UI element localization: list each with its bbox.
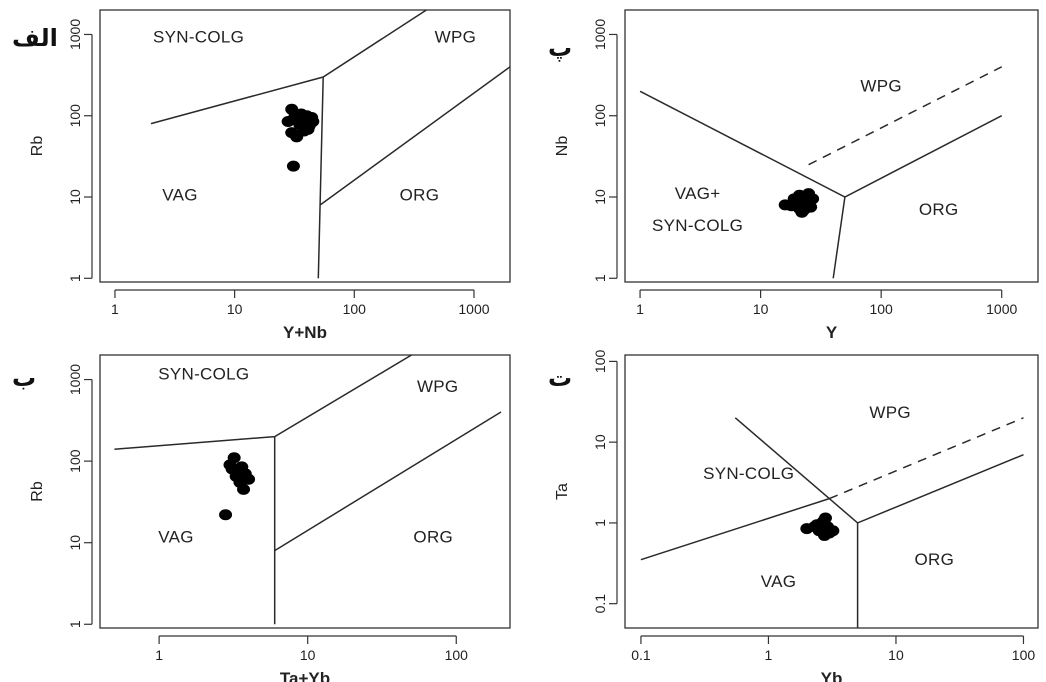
x-axis-title: Yb [821,669,843,682]
region-label: ORG [413,528,453,547]
x-tick-label: 10 [888,647,904,663]
boundary-line [274,411,502,552]
region-label: SYN-COLG [703,464,794,483]
y-tick-label: 1000 [67,364,83,395]
x-tick-label: 10 [753,301,769,317]
region-label: WPG [860,76,902,95]
x-axis-title: Ta+Yb [280,669,330,682]
panel-te: ت 0.1 1 10 100 Yb 0.1 1 10 100 Ta WPG SYN-COLG VAG ORG [548,350,1039,682]
boundary-line [317,76,324,279]
sample-point [818,512,832,524]
boundary-line [734,417,830,500]
x-tick-label: 100 [445,647,469,663]
region-label: ORG [400,186,440,205]
boundary-line [640,454,1024,561]
y-tick-label: 1 [67,620,83,628]
panel-label: الف [12,24,58,52]
region-label: VAG [158,528,194,547]
boundary-line [639,90,1003,198]
sample-point [305,112,319,124]
plot-frame [99,9,511,283]
y-tick-label: 100 [592,104,608,128]
y-tick-label: 1000 [67,19,83,50]
plot-frame [624,9,1039,283]
x-tick-label: 1 [111,301,119,317]
panel-pe: پ 1 10 100 1000 Y 1 10 100 1000 Nb WPG VAG+ SYN-COLG O… [548,9,1039,342]
x-axis-title: Y [826,323,838,342]
y-axis-title: Rb [29,481,46,502]
x-tick-label: 1000 [986,301,1017,317]
y-tick-label: 100 [592,350,608,374]
region-label: VAG [162,186,198,205]
region-label: VAG+ [675,184,721,203]
plot-frame [99,354,511,629]
panel-label: ب [12,364,36,392]
sample-point [792,203,806,215]
sample-point [286,160,300,172]
y-tick-label: 10 [592,434,608,450]
x-tick-label: 10 [300,647,316,663]
x-tick-label: 100 [1012,647,1036,663]
x-tick-label: 1 [765,647,773,663]
y-tick-label: 100 [67,449,83,473]
y-tick-label: 10 [67,535,83,551]
dashed-boundary-line [808,66,1003,166]
x-tick-label: 1000 [458,301,489,317]
y-tick-label: 10 [592,189,608,205]
panel-label: ت [548,364,572,392]
dashed-boundary-line [829,417,1024,500]
region-label: SYN-COLG [153,27,244,46]
region-label: ORG [919,200,959,219]
sample-point [225,463,239,475]
region-label: WPG [869,403,911,422]
x-tick-label: 1 [636,301,644,317]
region-label: WPG [417,377,459,396]
y-tick-label: 1 [67,274,83,282]
region-label: ORG [915,550,955,569]
x-tick-label: 10 [227,301,243,317]
x-tick-label: 1 [155,647,163,663]
y-axis-title: Nb [554,136,571,157]
region-label: SYN-COLG [158,365,249,384]
y-tick-label: 100 [67,104,83,128]
y-axis-title: Ta [554,483,571,500]
y-tick-label: 1 [592,274,608,282]
sample-point [799,191,813,203]
y-tick-label: 1 [592,519,608,527]
region-label: SYN-COLG [652,216,743,235]
panel-be: ب 1 10 100 Ta+Yb 1 10 100 1000 Rb SYN-COLG WPG VAG OR… [12,354,511,682]
boundary-line [319,66,510,206]
sample-point [817,529,831,541]
boundary-line [832,196,846,279]
x-tick-label: 100 [343,301,367,317]
sample-point [787,193,801,205]
sample-point [301,123,315,135]
y-tick-label: 1000 [592,19,608,50]
sample-point [219,509,233,521]
y-tick-label: 0.1 [592,594,608,614]
y-tick-label: 10 [67,189,83,205]
panel-label: پ [548,34,572,62]
sample-point [233,476,247,488]
x-axis-title: Y+Nb [283,323,327,342]
region-label: VAG [761,572,797,591]
x-tick-label: 0.1 [631,647,651,663]
sample-point [810,519,824,531]
x-tick-label: 100 [869,301,893,317]
region-label: WPG [435,27,477,46]
y-axis-title: Rb [29,136,46,157]
plot-frame [624,354,1039,629]
panel-alef: الف 1 10 100 1000 Y+Nb 1 10 100 1000 Rb SYN-COLG WPG… [12,9,511,342]
